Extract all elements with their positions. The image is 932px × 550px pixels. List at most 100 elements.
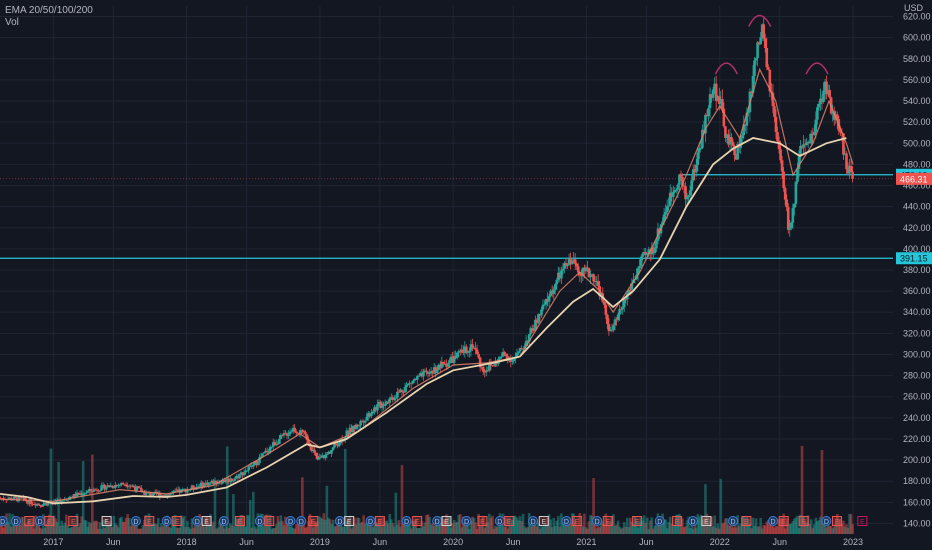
y-tick-label: 420.00: [903, 223, 931, 233]
candle-body: [557, 272, 560, 280]
candle-body: [517, 351, 520, 354]
earnings-marker-label: E: [575, 519, 580, 526]
dividend-marker-label: D: [164, 519, 169, 526]
candle-body: [431, 371, 434, 374]
candle-body: [104, 487, 108, 490]
candle-body: [22, 497, 25, 499]
volume-bar: [491, 515, 494, 534]
volume-bar: [32, 528, 36, 534]
volume-bar: [848, 513, 851, 534]
dividend-marker: [654, 516, 665, 526]
candle-body: [83, 493, 87, 495]
candle-body: [707, 108, 710, 117]
dividend-marker: [561, 516, 572, 526]
candle-body: [797, 156, 801, 169]
volume-bar: [783, 528, 787, 534]
candle-body: [121, 482, 125, 485]
candle-body: [52, 501, 56, 503]
volume-bar: [595, 528, 598, 534]
volume-legend[interactable]: Vol: [5, 17, 19, 28]
candle-body: [316, 455, 319, 460]
dividend-marker: [768, 516, 779, 526]
candle-body: [143, 491, 146, 495]
volume-bar: [224, 526, 228, 534]
volume-bar: [517, 520, 520, 534]
price-axis[interactable]: USD 140.00 160.00 180.00 200.00 220.00 240.00…: [903, 3, 931, 528]
candle-body: [595, 281, 598, 282]
candle-body: [425, 370, 428, 373]
volume-bar: [494, 525, 497, 534]
volume-bar: [469, 520, 473, 534]
volume-bar: [523, 526, 526, 534]
volume-bar: [805, 522, 808, 534]
candle-body: [774, 116, 778, 133]
ema-legend[interactable]: EMA 20/50/100/200: [5, 5, 93, 16]
dividend-marker-label: D: [824, 519, 829, 526]
candle-body: [359, 421, 362, 426]
dividend-marker-label: D: [657, 519, 662, 526]
x-tick-label: Jun: [772, 537, 787, 547]
volume-bar: [739, 523, 743, 534]
candle-body: [794, 181, 798, 204]
time-axis[interactable]: 2017 Jun 2018 Jun 2019 Jun 2020 Jun 2021 Jun 2022 J…: [43, 537, 863, 547]
volume-bar: [396, 524, 399, 534]
volume-bar: [281, 520, 284, 534]
volume-bar: [526, 526, 529, 534]
volume-bar: [435, 518, 439, 534]
volume-bar: [268, 514, 272, 534]
candle-body: [124, 484, 128, 487]
candle-body: [314, 452, 318, 456]
volume-bar: [477, 513, 480, 534]
candle-body: [596, 281, 600, 287]
candle-body: [97, 490, 100, 492]
volume-bar: [140, 528, 143, 534]
volume-bar: [750, 528, 753, 534]
candle-body: [331, 447, 335, 451]
candle-body: [158, 493, 162, 497]
y-tick-label: 280.00: [903, 371, 931, 381]
volume-bar: [202, 526, 206, 534]
volume-bar: [693, 520, 697, 534]
earnings-marker: [477, 516, 488, 526]
volume-bar: [408, 522, 411, 534]
candle-body: [511, 360, 514, 362]
volume-bar: [809, 519, 813, 534]
volume-bar: [832, 526, 836, 534]
candle-body: [783, 188, 787, 200]
y-tick-label: 520.00: [903, 117, 931, 127]
candle-body: [399, 389, 402, 392]
candle-body: [12, 496, 16, 500]
volume-bar: [132, 520, 136, 534]
volume-bar: [665, 528, 669, 534]
candle-body: [35, 503, 39, 506]
volume-bar: [121, 521, 125, 534]
candle-body: [287, 434, 290, 436]
candle-body: [641, 253, 644, 257]
volume-bar: [590, 516, 594, 534]
volume-bar: [774, 525, 778, 534]
candle-body: [684, 186, 687, 200]
candle-body: [382, 403, 385, 406]
candle-body: [802, 144, 805, 148]
candle-body: [782, 171, 785, 189]
volume-bar: [399, 526, 402, 534]
candle-body: [118, 484, 122, 486]
volume-bar: [183, 515, 186, 534]
candle-body: [250, 465, 254, 467]
candle-body: [765, 47, 769, 68]
volume-bar: [708, 520, 712, 534]
volume-bar: [356, 517, 359, 534]
volume-bar: [184, 527, 188, 534]
volume-bar: [734, 527, 738, 534]
volume-bar: [503, 526, 506, 534]
candle-body: [166, 494, 169, 498]
candle-body: [420, 373, 424, 377]
volume-bar: [274, 524, 278, 534]
volume-bar: [167, 526, 171, 534]
candle-body: [126, 486, 129, 487]
candle-body: [452, 356, 456, 363]
volume-bar: [521, 513, 525, 534]
candle-body: [504, 354, 508, 357]
dividend-marker-label: D: [257, 519, 262, 526]
